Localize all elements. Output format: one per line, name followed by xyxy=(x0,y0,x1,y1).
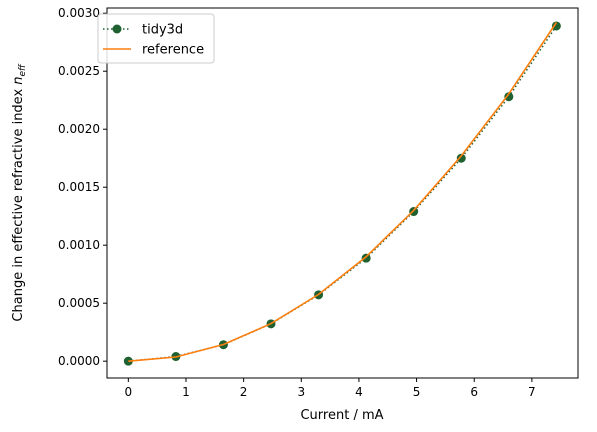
y-tick-label: 0.0030 xyxy=(58,6,100,20)
series-line-tidy3d xyxy=(128,25,558,362)
x-tick-label: 6 xyxy=(470,385,478,399)
legend-label-reference: reference xyxy=(142,43,204,58)
x-tick-label: 4 xyxy=(355,385,363,399)
y-tick-label: 0.0025 xyxy=(58,64,100,78)
x-tick-label: 2 xyxy=(240,385,248,399)
legend-label-tidy3d: tidy3d xyxy=(142,23,183,38)
series-line-reference xyxy=(128,22,558,362)
x-axis-title: Current / mA xyxy=(300,408,383,423)
y-axis-title-text: Change in effective refractive index xyxy=(11,85,26,322)
y-tick-label: 0.0005 xyxy=(58,296,100,310)
axes-frame xyxy=(106,7,579,379)
y-axis: 0.0000 0.0005 0.0010 0.0015 0.0020 0.0025 0.00… xyxy=(58,6,107,368)
x-tick-label: 5 xyxy=(413,385,421,399)
data-point-tidy3d xyxy=(456,153,466,163)
y-tick-label: 0.0015 xyxy=(58,180,100,194)
legend-box xyxy=(97,13,215,64)
y-axis-title: Change in effective refractive index nef… xyxy=(11,63,28,322)
y-tick-label: 0.0010 xyxy=(58,238,100,252)
y-axis-title-symbol: n xyxy=(11,76,26,84)
x-tick-label: 0 xyxy=(125,385,133,399)
y-axis-title-subscript: eff xyxy=(18,63,28,77)
data-point-tidy3d xyxy=(504,92,514,102)
x-tick-label: 7 xyxy=(528,385,536,399)
data-point-tidy3d xyxy=(409,207,419,217)
legend-marker-tidy3d xyxy=(112,24,122,34)
y-tick-label: 0.0000 xyxy=(58,354,100,368)
legend: tidy3d reference xyxy=(97,13,215,64)
x-tick-label: 1 xyxy=(182,385,190,399)
y-tick-label: 0.0020 xyxy=(58,122,100,136)
x-tick-label: 3 xyxy=(297,385,305,399)
data-point-tidy3d xyxy=(361,253,371,263)
data-point-tidy3d xyxy=(551,21,561,31)
x-axis: 0 1 2 3 4 5 6 7 xyxy=(125,378,536,399)
plot-area xyxy=(123,21,561,366)
